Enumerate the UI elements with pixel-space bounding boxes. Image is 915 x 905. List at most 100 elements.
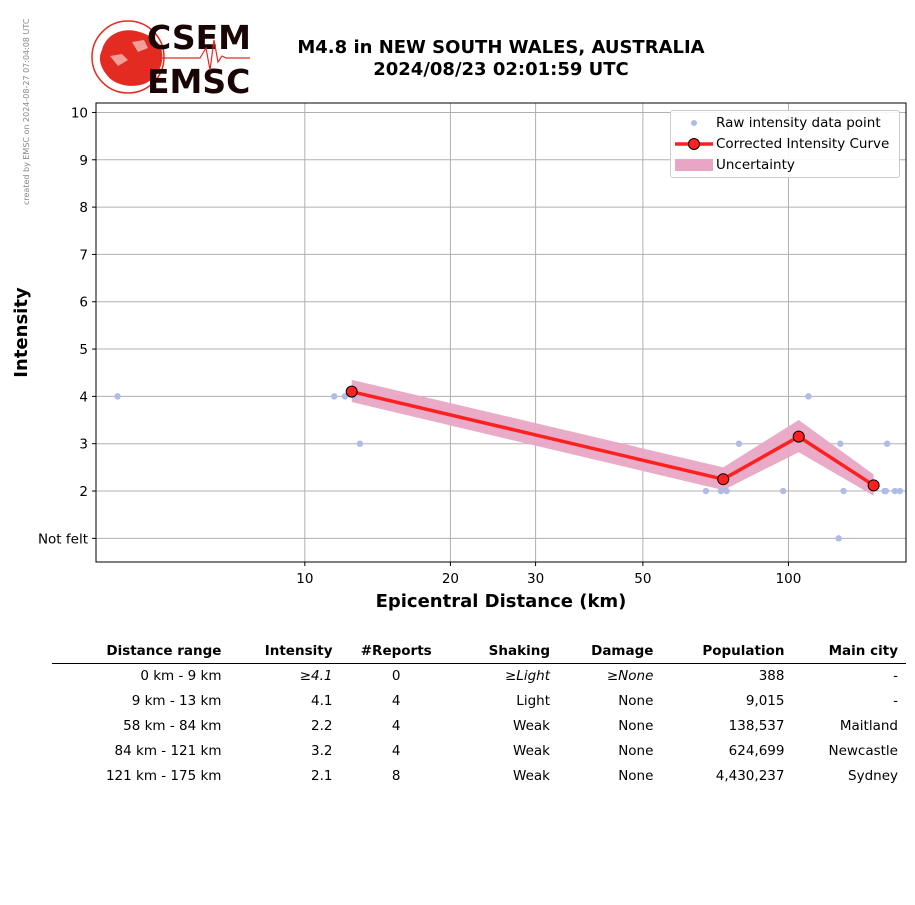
raw-points [114,393,904,542]
header-population: Population [661,640,793,664]
y-tick-label: 6 [79,295,88,311]
raw-data-point [356,440,364,447]
raw-data-point [779,487,787,495]
cell-damage: None [618,718,654,734]
cell-city: Maitland [839,718,898,734]
table-row: 121 km - 175 km 2.1 8 Weak None 4,430,23… [52,764,906,789]
y-tick-label: 8 [79,200,88,216]
header-distance-range: Distance range [52,640,230,664]
cell-reports: 8 [391,768,401,784]
cell-damage: None [618,743,654,759]
csem-emsc-logo: CSEM EMSC [88,18,253,101]
cell-city: Sydney [848,768,898,784]
raw-data-point [837,440,844,447]
cell-reports: 4 [391,743,401,759]
raw-data-point [805,393,812,400]
x-tick-label: 100 [776,571,802,587]
cell-range: 0 km - 9 km [140,668,222,684]
intensity-chart: Not felt 2 3 4 5 6 7 8 9 10 10 20 30 50 100 Epicentral… [11,102,907,612]
raw-data-point [840,487,847,495]
curve-point [792,430,805,443]
chart-title: M4.8 in NEW SOUTH WALES, AUSTRALIA 2024/… [270,37,732,81]
cell-intensity: 2.1 [311,768,333,784]
cell-population: 4,430,237 [715,768,785,784]
header-damage: Damage [558,640,662,664]
header-intensity: Intensity [229,640,341,664]
plot-frame [95,102,907,563]
logo-text-emsc: EMSC [147,62,250,98]
table-row: 0 km - 9 km ≥4.1 0 ≥Light ≥None 388 - [52,664,906,690]
legend-item-raw: Raw intensity data point [671,113,899,133]
legend-item-curve: Corrected Intensity Curve [671,134,899,154]
cell-damage: None [618,768,654,784]
title-line-2: 2024/08/23 02:01:59 UTC [373,59,629,80]
cell-range: 9 km - 13 km [131,693,222,709]
x-axis-label: Epicentral Distance (km) [376,591,627,612]
summary-table: Distance range Intensity #Reports Shakin… [52,640,906,789]
table-row: 84 km - 121 km 3.2 4 Weak None 624,699 N… [52,739,906,764]
raw-data-point [702,487,710,495]
cell-damage: ≥None [606,668,654,684]
raw-data-point [330,393,338,400]
cell-population: 9,015 [745,693,785,709]
y-tick-label: 9 [79,153,88,169]
cell-intensity: 2.2 [311,718,333,734]
raw-data-point [882,487,890,495]
cell-intensity: ≥4.1 [299,668,333,684]
y-tick-label: 7 [79,247,88,263]
raw-data-point [723,487,730,495]
raw-data-point [114,393,121,400]
header-main-city: Main city [792,640,906,664]
cell-population: 138,537 [728,718,785,734]
intensity-curve [345,385,880,492]
legend-label-curve: Corrected Intensity Curve [716,136,890,152]
cell-reports: 4 [391,693,401,709]
cell-city: Newcastle [828,743,898,759]
legend-raw-marker [691,120,697,126]
header-shaking: Shaking [455,640,558,664]
cell-population: 624,699 [728,743,785,759]
cell-shaking: Light [516,693,550,709]
legend: Raw intensity data point Corrected Inten… [670,110,900,178]
legend-uncertainty-marker [675,159,713,171]
curve-point [345,385,358,398]
cell-intensity: 3.2 [311,743,333,759]
cell-range: 58 km - 84 km [123,718,222,734]
axis-ticks: Not felt 2 3 4 5 6 7 8 9 10 10 20 30 50 100 [38,105,801,587]
curve-point [867,479,880,492]
y-tick-label: 5 [79,342,88,358]
cell-shaking: Weak [513,768,550,784]
cell-damage: None [618,693,654,709]
y-axis-label: Intensity [11,287,32,378]
raw-data-point [891,487,899,495]
table-row: 9 km - 13 km 4.1 4 Light None 9,015 - [52,689,906,714]
header-reports: #Reports [340,640,456,664]
legend-curve-marker [675,138,713,150]
y-tick-label: 3 [79,437,88,453]
cell-reports: 0 [391,668,401,684]
y-tick-label: 4 [79,389,88,405]
x-tick-label: 50 [634,571,651,587]
title-line-1: M4.8 in NEW SOUTH WALES, AUSTRALIA [297,37,705,58]
raw-data-point [835,535,842,542]
cell-population: 388 [758,668,785,684]
raw-data-point [883,440,891,447]
legend-label-raw: Raw intensity data point [716,115,881,131]
raw-data-point [735,440,743,447]
raw-data-point [896,487,904,495]
x-tick-label: 30 [527,571,544,587]
cell-shaking: Weak [513,743,550,759]
x-tick-label: 20 [442,571,459,587]
legend-label-uncertainty: Uncertainty [716,157,795,173]
table-row: 58 km - 84 km 2.2 4 Weak None 138,537 Ma… [52,714,906,739]
cell-city: - [893,693,898,709]
cell-intensity: 4.1 [311,693,333,709]
x-tick-label: 10 [296,571,313,587]
y-tick-label: 10 [71,105,88,121]
y-tick-label: Not felt [38,531,88,547]
cell-reports: 4 [391,718,401,734]
cell-city: - [893,668,898,684]
cell-range: 121 km - 175 km [105,768,222,784]
cell-range: 84 km - 121 km [114,743,222,759]
curve-point [717,473,730,486]
